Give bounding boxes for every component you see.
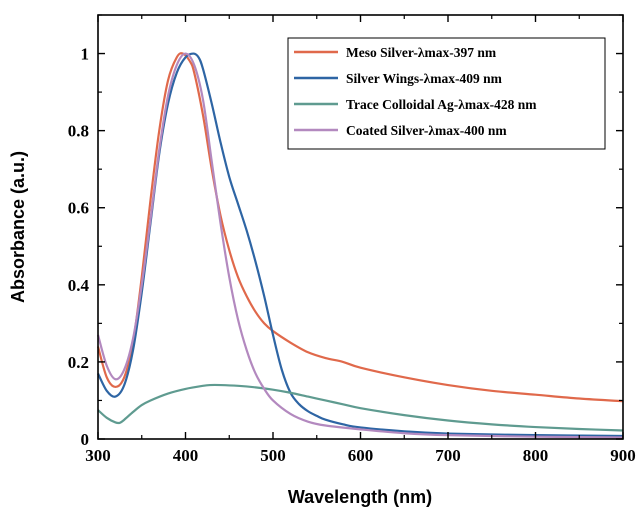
y-tick-label-3: 0.6 (68, 199, 89, 218)
legend-label-4: Coated Silver-λmax-400 nm (346, 123, 507, 138)
y-tick-label-2: 0.4 (68, 276, 90, 295)
series-layer (96, 52, 624, 439)
series-line-3 (97, 383, 624, 432)
y-tick-label-5: 1 (81, 45, 90, 64)
x-tick-label-800: 800 (523, 446, 549, 465)
x-tick-label-900: 900 (610, 446, 636, 465)
legend-box (287, 37, 606, 150)
x-tick-label-300: 300 (85, 446, 111, 465)
y-axis-title: Absorbance (a.u.) (8, 151, 28, 303)
legend-label-2: Silver Wings-λmax-409 nm (346, 71, 503, 86)
y-tick-label-0: 0 (81, 430, 90, 449)
series-line-1 (96, 52, 624, 403)
y-tick-label-1: 0.2 (68, 353, 89, 372)
x-tick-label-400: 400 (173, 446, 199, 465)
series-line-4 (96, 52, 624, 439)
x-tick-label-600: 600 (348, 446, 374, 465)
x-axis-title: Wavelength (nm) (288, 487, 432, 507)
x-tick-label-500: 500 (260, 446, 286, 465)
legend: Meso Silver-λmax-397 nm Silver Wings-λmax… (287, 37, 606, 150)
x-tick-label-700: 700 (435, 446, 461, 465)
legend-label-1: Meso Silver-λmax-397 nm (346, 45, 497, 60)
ticks-layer: 300 400 500 600 700 800 900 0 0.2 0.4 0.6 0.8 1 (68, 14, 636, 465)
legend-label-3: Trace Colloidal Ag-λmax-428 nm (346, 97, 537, 112)
y-tick-label-4: 0.8 (68, 122, 89, 141)
